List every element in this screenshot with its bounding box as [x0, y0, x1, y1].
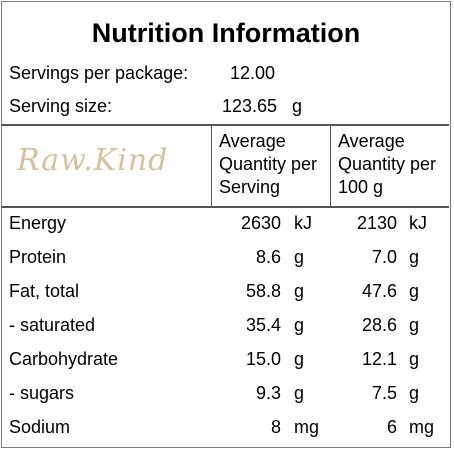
- per-serving-value: 35.4: [245, 315, 281, 335]
- per-serving-line-2: Quantity per: [219, 154, 318, 174]
- per-100g-line-1: Average: [338, 131, 405, 151]
- panel-title: Nutrition Information: [91, 18, 361, 48]
- per-serving-unit: g: [294, 315, 305, 335]
- servings-value: 12.00: [230, 63, 276, 83]
- nutrient-name: Energy: [9, 213, 67, 233]
- per-serving-value: 9.3: [255, 383, 281, 403]
- serving-size-value: 123.65: [222, 96, 278, 116]
- per-serving-unit: g: [294, 281, 305, 301]
- per-serving-unit: g: [294, 247, 305, 267]
- per-100g-line-3: 100 g: [338, 177, 384, 197]
- serving-size-label: Serving size:: [9, 96, 113, 116]
- nutrient-name: Carbohydrate: [9, 349, 119, 369]
- serving-size-unit: g: [292, 96, 303, 116]
- rows-divider: [1, 206, 449, 208]
- nutrient-name: - sugars: [9, 383, 75, 403]
- per-100g-value: 12.1: [361, 349, 397, 369]
- per-serving-line-1: Average: [219, 131, 286, 151]
- per-100g-line-2: Quantity per: [338, 154, 437, 174]
- per-100g-value: 28.6: [361, 315, 397, 335]
- column-divider-1: [211, 126, 212, 206]
- per-serving-unit: kJ: [294, 213, 312, 233]
- per-serving-value: 15.0: [245, 349, 281, 369]
- per-100g-unit: kJ: [409, 213, 427, 233]
- per-100g-value: 2130: [356, 213, 397, 233]
- per-100g-value: 7.5: [371, 383, 397, 403]
- per-serving-unit: mg: [294, 417, 320, 437]
- per-serving-unit: g: [294, 383, 305, 403]
- header-divider: [1, 124, 449, 126]
- per-100g-value: 6: [386, 417, 397, 437]
- column-header-per-100g: Average Quantity per 100 g: [338, 130, 436, 199]
- per-100g-unit: g: [409, 281, 420, 301]
- per-100g-unit: g: [409, 315, 420, 335]
- per-serving-unit: g: [294, 349, 305, 369]
- per-100g-unit: g: [409, 349, 420, 369]
- per-serving-value: 8: [270, 417, 281, 437]
- per-serving-value: 2630: [240, 213, 281, 233]
- nutrient-name: - saturated: [9, 315, 96, 335]
- column-divider-2: [330, 126, 331, 206]
- servings-label: Servings per package:: [9, 63, 189, 83]
- per-100g-unit: mg: [409, 417, 435, 437]
- nutrient-name: Sodium: [9, 417, 71, 437]
- per-100g-value: 7.0: [371, 247, 397, 267]
- per-100g-unit: g: [409, 383, 420, 403]
- nutrient-name: Protein: [9, 247, 67, 267]
- per-serving-line-3: Serving: [219, 177, 281, 197]
- nutrient-name: Fat, total: [9, 281, 80, 301]
- column-header-per-serving: Average Quantity per Serving: [219, 130, 317, 199]
- per-serving-value: 8.6: [255, 247, 281, 267]
- per-100g-value: 47.6: [361, 281, 397, 301]
- per-100g-unit: g: [409, 247, 420, 267]
- brand-logo: Raw.Kind: [17, 143, 169, 178]
- per-serving-value: 58.8: [245, 281, 281, 301]
